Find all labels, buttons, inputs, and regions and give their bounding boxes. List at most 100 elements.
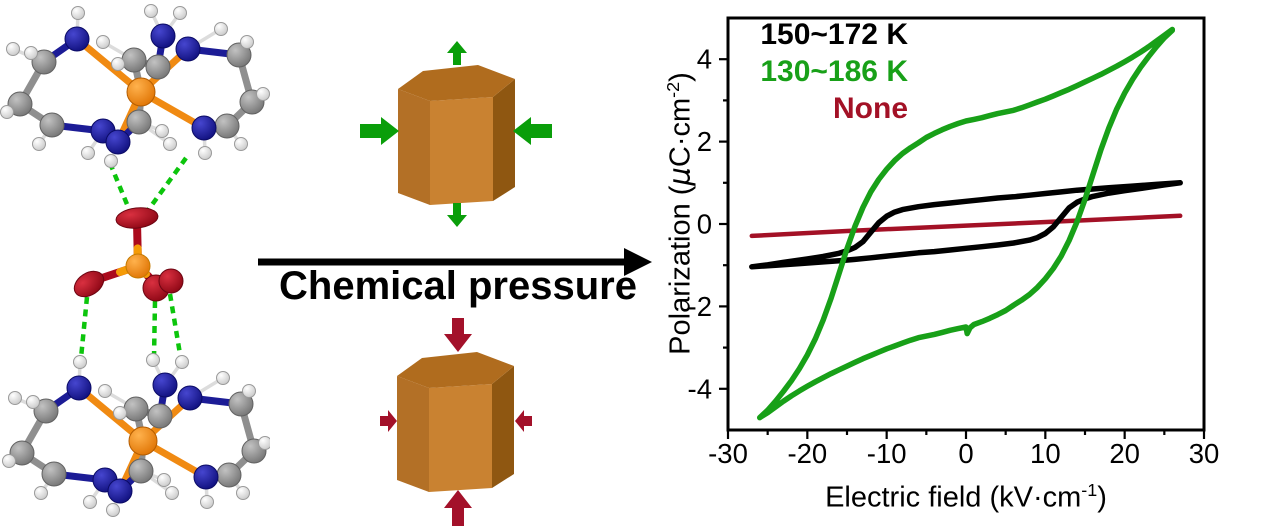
molecule-root (0, 4, 270, 517)
atom-H (155, 124, 169, 138)
atom-H (165, 486, 179, 500)
atom-H (173, 6, 187, 20)
reaction-arrow-head (624, 248, 652, 276)
atom-N (191, 115, 217, 141)
anion (73, 207, 184, 302)
atom-H (163, 137, 177, 151)
atom-H (234, 137, 248, 151)
atom-C (121, 47, 147, 73)
atom-H (144, 4, 158, 18)
atom-H (98, 384, 112, 398)
atom-H (24, 46, 38, 60)
legend-item-none: None (833, 92, 908, 125)
hydrogen-bond (144, 156, 188, 215)
atom-H (258, 436, 270, 450)
prism-top (398, 65, 515, 205)
hydrogen-bond (151, 300, 158, 359)
y-axis-title-mu: μ (662, 167, 697, 186)
y-axis-title: Polarization (μC·cm-2) (663, 6, 698, 422)
atom-H (113, 406, 127, 420)
x-axis-title: Electric field (kV·cm-1) (766, 480, 1166, 515)
atom-H (83, 495, 97, 509)
green-expand-arrow-up (447, 41, 467, 65)
x-axis-title-sup: -1 (1081, 480, 1098, 500)
prism-bottom-left-face (397, 376, 429, 492)
prism-top-right-face (493, 79, 515, 201)
atom-C (33, 398, 59, 424)
series-130-186-k (756, 26, 1176, 421)
atom-N (193, 464, 219, 490)
atom-N (107, 478, 133, 504)
atom-H (198, 146, 212, 160)
atom-N (66, 375, 92, 401)
atom-C (7, 91, 33, 117)
prism-top-top-face (398, 65, 515, 101)
x-axis-title-pre: Electric field ( (825, 481, 1000, 514)
atom-C (226, 42, 252, 68)
reaction-arrow (258, 248, 652, 276)
x-axis-title-post: ) (1097, 481, 1107, 514)
prism-bottom-right-face (492, 366, 514, 488)
green-compress-arrow-left (360, 117, 399, 145)
atom-H (157, 473, 171, 487)
atom-H (34, 486, 48, 500)
legend-item-green: 130~186 K (760, 55, 908, 88)
atom-H (73, 355, 87, 369)
atom-H (6, 42, 20, 56)
atom-Cu (128, 426, 158, 456)
molecule-structure (0, 4, 270, 517)
prism-top-front-face (430, 97, 493, 205)
pe-chart: -30 -20 -10 0 10 20 30 -4 -2 0 2 4 150~172 K 130~18… (640, 0, 1269, 526)
x-tick-label: 0 (958, 438, 973, 469)
hydrogen-bonds (78, 156, 188, 361)
y-axis-title-pre: Polarization ( (664, 185, 697, 355)
atom-H (175, 355, 189, 369)
atom-H (146, 353, 160, 367)
atom-H (240, 35, 254, 49)
atom-H (104, 154, 118, 168)
prism-bottom-front-face (429, 384, 492, 492)
prism-bottom (397, 352, 514, 492)
y-tick-label: 4 (697, 44, 712, 75)
plot-area (726, 16, 1206, 432)
atom-C (216, 462, 242, 488)
atom-C (9, 440, 35, 466)
atom-H (71, 6, 85, 20)
atom-O (115, 207, 159, 229)
chart-legend: 150~172 K 130~186 K None (728, 16, 908, 127)
series-150-172-k (749, 180, 1183, 270)
atom-C (147, 403, 173, 429)
x-tick-label: -10 (867, 438, 907, 469)
atom-H (81, 146, 95, 160)
atom-H (96, 35, 110, 49)
hydrogen-bond (78, 296, 90, 359)
atom-H (214, 22, 228, 36)
atom-H (8, 391, 22, 405)
y-axis-title-post: ) (664, 72, 697, 82)
atom-N (105, 129, 131, 155)
red-compress-arrow-left (380, 410, 397, 432)
atom-C (31, 49, 57, 75)
atom-H (242, 384, 256, 398)
atom-C (39, 112, 65, 138)
atom-H (26, 395, 40, 409)
atom-O (158, 268, 184, 294)
y-axis-title-sup: -2 (662, 81, 683, 98)
y-axis-title-unit: C·cm (664, 97, 697, 168)
atom-C (41, 461, 67, 487)
atom-C (126, 109, 152, 135)
prism-top-left-face (398, 89, 430, 205)
green-compress-arrow-right (513, 117, 552, 145)
atom-N (152, 372, 178, 398)
pressure-schematic (258, 41, 652, 526)
x-tick-label: -30 (708, 438, 748, 469)
atom-C (228, 391, 254, 417)
y-tick-label: -4 (688, 373, 712, 404)
atom-O (73, 270, 105, 298)
prism-bottom-top-face (397, 352, 514, 388)
atom-C (145, 54, 171, 80)
atom-N (177, 385, 203, 411)
